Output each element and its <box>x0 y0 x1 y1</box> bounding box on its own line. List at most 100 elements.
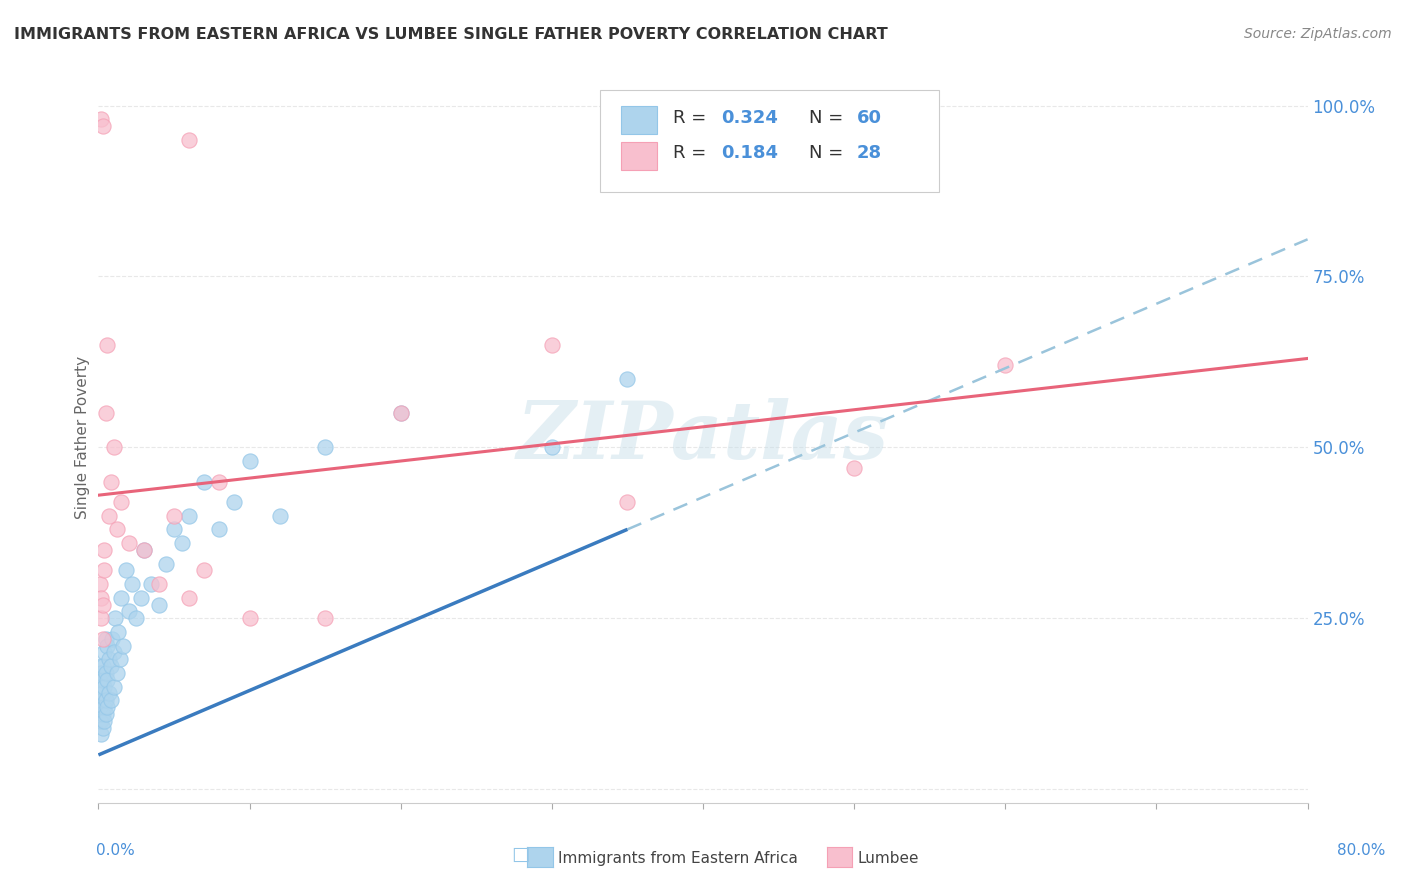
Text: 0.324: 0.324 <box>721 109 778 128</box>
Point <box>540 338 562 352</box>
Point <box>90 591 112 605</box>
Point <box>239 611 262 625</box>
Point <box>89 686 111 700</box>
Point <box>314 611 336 625</box>
Point <box>114 563 136 577</box>
Point <box>118 536 141 550</box>
Point <box>93 714 115 728</box>
Point <box>103 680 125 694</box>
Text: ZIPatlas: ZIPatlas <box>517 399 889 475</box>
Point <box>98 686 121 700</box>
Text: Lumbee: Lumbee <box>858 851 920 865</box>
Point <box>110 495 132 509</box>
Point <box>91 598 114 612</box>
Text: 60: 60 <box>856 109 882 128</box>
Point <box>108 652 131 666</box>
Point <box>389 406 412 420</box>
Point <box>179 133 201 147</box>
Text: Source: ZipAtlas.com: Source: ZipAtlas.com <box>1244 27 1392 41</box>
Point <box>89 673 111 687</box>
Point <box>90 693 112 707</box>
Point <box>96 700 118 714</box>
Point <box>100 693 122 707</box>
Point <box>193 475 215 489</box>
Point <box>90 665 112 680</box>
Point <box>103 645 125 659</box>
Point <box>89 700 111 714</box>
Point <box>101 632 124 646</box>
Point <box>132 542 155 557</box>
Text: N =: N = <box>810 109 844 128</box>
Text: 0.0%: 0.0% <box>96 843 135 858</box>
Point <box>107 624 129 639</box>
Point <box>155 557 177 571</box>
Point <box>103 440 125 454</box>
Point <box>540 440 562 454</box>
Point <box>314 440 336 454</box>
Point <box>93 680 115 694</box>
Point <box>105 665 128 680</box>
Point <box>141 577 163 591</box>
Point <box>118 604 141 618</box>
Point <box>994 359 1017 373</box>
Text: R =: R = <box>672 109 706 128</box>
Point <box>91 673 114 687</box>
Point <box>91 119 114 133</box>
Point <box>98 652 121 666</box>
Point <box>111 639 134 653</box>
Y-axis label: Single Father Poverty: Single Father Poverty <box>75 356 90 518</box>
Point <box>94 406 117 420</box>
Point <box>125 611 148 625</box>
Point <box>844 460 866 475</box>
FancyBboxPatch shape <box>600 90 939 192</box>
Bar <box>621 106 657 134</box>
Point <box>104 611 127 625</box>
Point <box>93 542 115 557</box>
Point <box>179 508 201 523</box>
Point <box>90 611 112 625</box>
Text: 80.0%: 80.0% <box>1337 843 1385 858</box>
Point <box>90 112 112 127</box>
Point <box>91 659 114 673</box>
Point <box>96 639 118 653</box>
Point <box>170 536 193 550</box>
Text: IMMIGRANTS FROM EASTERN AFRICA VS LUMBEE SINGLE FATHER POVERTY CORRELATION CHART: IMMIGRANTS FROM EASTERN AFRICA VS LUMBEE… <box>14 27 887 42</box>
Point <box>90 727 112 741</box>
Text: Immigrants from Eastern Africa: Immigrants from Eastern Africa <box>558 851 799 865</box>
Point <box>91 721 114 735</box>
Point <box>269 508 291 523</box>
Point <box>91 632 114 646</box>
Point <box>94 632 117 646</box>
Point <box>132 542 155 557</box>
Point <box>89 659 111 673</box>
Point <box>94 693 117 707</box>
Point <box>89 714 111 728</box>
Point <box>90 714 112 728</box>
Point <box>100 659 122 673</box>
Point <box>163 508 186 523</box>
Text: N =: N = <box>810 145 844 162</box>
Point <box>93 563 115 577</box>
Point <box>89 577 111 591</box>
Point <box>90 680 112 694</box>
Point <box>163 522 186 536</box>
Point <box>239 454 262 468</box>
Point <box>616 372 638 386</box>
Point <box>389 406 412 420</box>
Point <box>148 598 170 612</box>
Point <box>94 706 117 721</box>
Point <box>94 665 117 680</box>
Point <box>179 591 201 605</box>
Point <box>91 706 114 721</box>
Point <box>148 577 170 591</box>
Point <box>93 645 115 659</box>
Point <box>91 686 114 700</box>
Point <box>100 475 122 489</box>
Point <box>193 563 215 577</box>
Point <box>93 700 115 714</box>
Point <box>121 577 143 591</box>
Point <box>208 522 231 536</box>
Text: 0.184: 0.184 <box>721 145 778 162</box>
Point <box>110 591 132 605</box>
Point <box>96 338 118 352</box>
